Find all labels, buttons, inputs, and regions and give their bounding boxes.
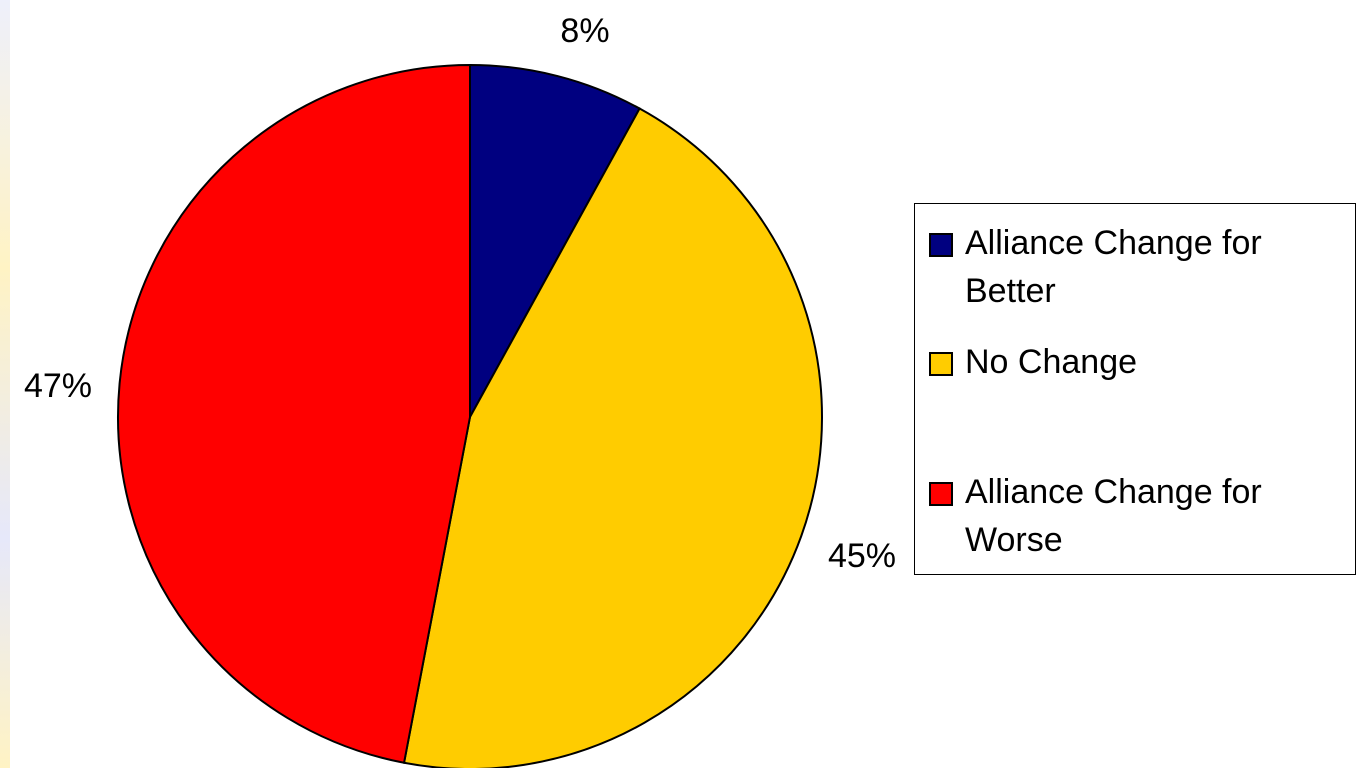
pie-slice-no-change bbox=[402, 107, 823, 768]
data-label-no-change: 45% bbox=[828, 537, 896, 575]
legend-label-worse: Alliance Change for Worse bbox=[965, 473, 1262, 559]
legend-swatch-worse bbox=[929, 482, 953, 506]
pie-slice-worse bbox=[117, 63, 471, 764]
chart-legend: Alliance Change for Better No Change All… bbox=[914, 203, 1356, 575]
legend-label-no-change: No Change bbox=[965, 343, 1138, 381]
legend-item-worse: Alliance Change for Worse bbox=[929, 468, 1349, 564]
pie-slice-better bbox=[469, 63, 641, 418]
data-label-better: 8% bbox=[560, 12, 609, 50]
legend-item-no-change: No Change bbox=[929, 338, 1349, 386]
legend-label-better: Alliance Change for Better bbox=[965, 224, 1262, 310]
legend-swatch-better bbox=[929, 233, 953, 257]
legend-swatch-no-change bbox=[929, 352, 953, 376]
legend-item-better: Alliance Change for Better bbox=[929, 219, 1349, 315]
left-edge-strip bbox=[0, 0, 10, 768]
data-label-worse: 47% bbox=[24, 367, 92, 405]
